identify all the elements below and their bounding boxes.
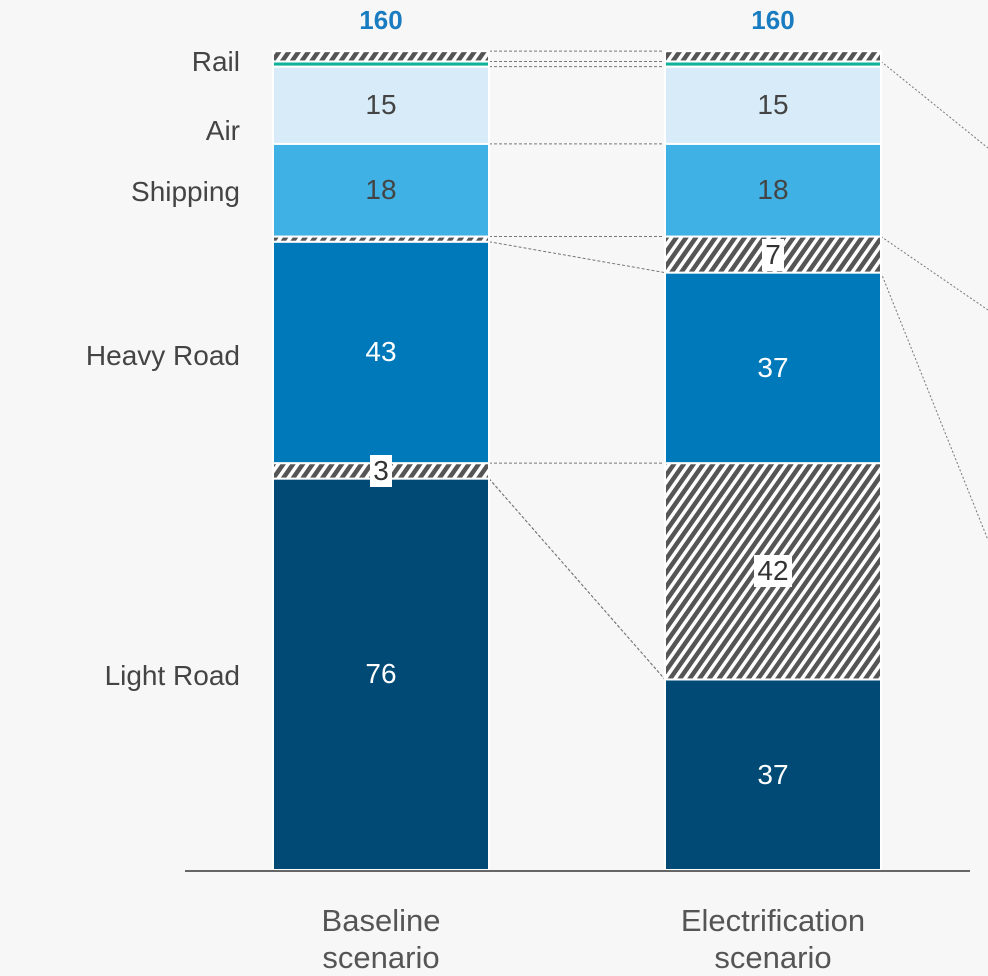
bar-segment-air-1 xyxy=(664,65,882,145)
bar-segment-air-0 xyxy=(272,65,490,145)
row-label-rail: Rail xyxy=(191,46,240,77)
bar-segment-shipping-0 xyxy=(272,142,490,238)
row-label-shipping: Shipping xyxy=(131,176,240,207)
connector-line xyxy=(488,478,666,680)
row-label-air: Air xyxy=(205,115,240,146)
connector-line xyxy=(488,241,666,274)
callout-leader-line xyxy=(880,61,988,149)
bar-segment-light-road-0 xyxy=(272,477,490,871)
bar-segment-light-road-reduction-0 xyxy=(272,462,490,480)
bar-segment-rail-reduction-1 xyxy=(664,50,882,63)
bar-segment-heavy-road-reduction-1 xyxy=(664,235,882,274)
bar-segment-light-road-1 xyxy=(664,678,882,872)
row-label-light-road: Light Road xyxy=(104,660,240,691)
callout-leader-line xyxy=(880,236,988,311)
bar-segment-heavy-road-1 xyxy=(664,271,882,465)
total-label-baseline: 160 xyxy=(359,5,403,35)
category-label-baseline: Baseline scenario xyxy=(321,903,441,975)
category-label-electrification: Electrification scenario xyxy=(680,903,866,975)
bar-segment-light-road-reduction-1 xyxy=(664,462,882,681)
bar-segment-shipping-1 xyxy=(664,142,882,238)
callout-leader-line xyxy=(880,272,988,541)
bar-segment-heavy-road-0 xyxy=(272,240,490,465)
total-label-electrification: 160 xyxy=(751,5,795,35)
bar-segment-rail-reduction-0 xyxy=(272,50,490,63)
row-label-heavy-road: Heavy Road xyxy=(85,340,240,371)
